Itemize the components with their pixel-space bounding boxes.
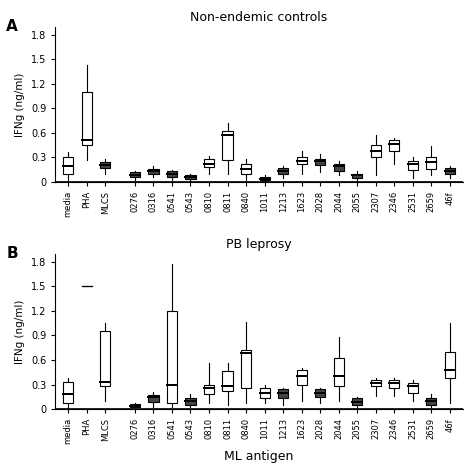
Bar [222,131,233,160]
Bar [100,330,110,386]
Bar [167,172,177,177]
Bar [241,350,251,388]
Bar [148,395,158,401]
Title: PB leprosy: PB leprosy [226,238,292,251]
Text: B: B [6,246,18,261]
Bar [352,174,362,178]
Bar [130,172,140,177]
Bar [334,358,344,386]
Bar [445,168,455,174]
Bar [334,164,344,171]
Bar [185,175,196,179]
Bar [241,164,251,174]
Bar [100,163,110,168]
Title: Non-endemic controls: Non-endemic controls [191,11,328,24]
Bar [371,380,381,386]
Bar [389,380,400,388]
Bar [408,161,418,170]
Bar [278,390,288,398]
Bar [371,145,381,157]
Bar [148,169,158,174]
Bar [315,159,325,165]
Bar [167,311,177,403]
Bar [315,390,325,397]
Text: A: A [6,19,18,34]
Bar [259,388,270,398]
Bar [63,157,73,174]
Bar [389,139,400,151]
Y-axis label: IFNg (ng/ml): IFNg (ng/ml) [15,72,25,137]
Bar [63,382,73,402]
X-axis label: ML antigen: ML antigen [224,450,294,463]
Bar [204,384,214,394]
Bar [278,168,288,174]
Bar [297,157,307,164]
Bar [426,157,437,169]
Bar [426,398,437,405]
Bar [204,159,214,167]
Y-axis label: IFNg (ng/ml): IFNg (ng/ml) [15,299,25,364]
Bar [408,383,418,392]
Bar [185,398,196,405]
Bar [82,92,92,145]
Bar [222,372,233,391]
Bar [297,370,307,384]
Bar [445,352,455,378]
Bar [352,399,362,405]
Bar [130,404,140,408]
Bar [259,177,270,181]
